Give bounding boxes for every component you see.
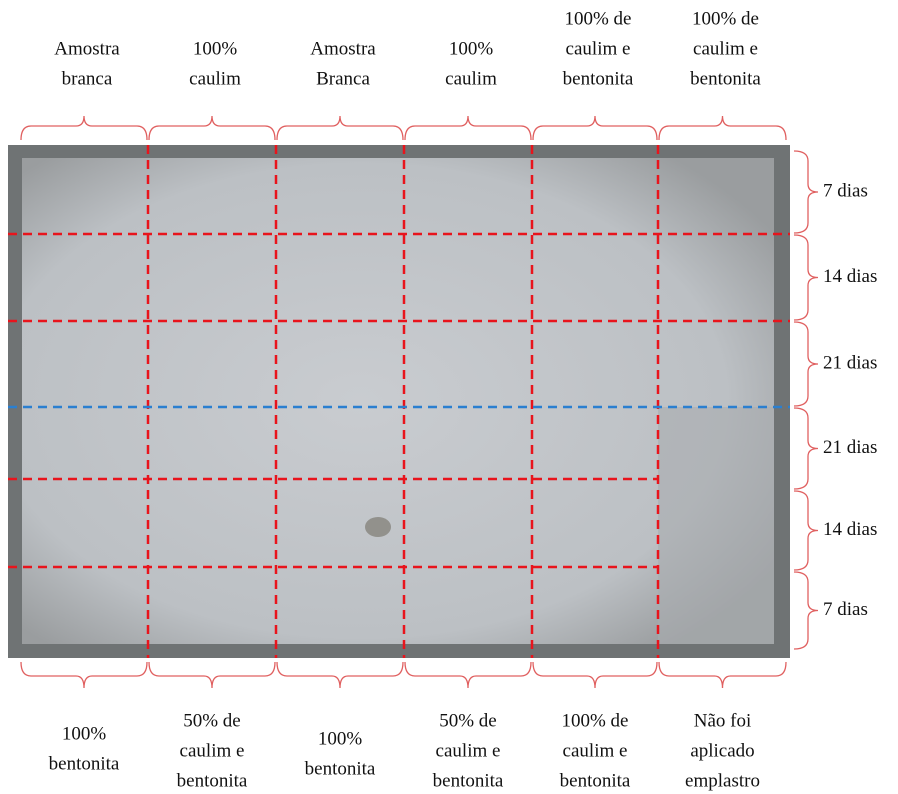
bottom-label: 50% de (183, 710, 241, 731)
bottom-label: aplicado (690, 740, 754, 761)
bottom-label: bentonita (560, 770, 631, 791)
brace (148, 661, 276, 689)
brace (148, 115, 276, 141)
top-label: Branca (316, 68, 370, 89)
top-label: 100% (193, 38, 238, 59)
top-label: 100% de (564, 8, 631, 29)
brace (532, 115, 658, 141)
brace (658, 115, 787, 141)
top-label: 100% (449, 38, 494, 59)
bottom-label: caulim e (180, 740, 245, 761)
bottom-label: 100% (318, 728, 363, 749)
brace (793, 234, 819, 321)
brace (276, 661, 404, 689)
brace (793, 150, 819, 234)
bottom-label: bentonita (433, 770, 504, 791)
top-label: Amostra (310, 38, 376, 59)
brace (404, 661, 532, 689)
top-label: caulim (445, 68, 497, 89)
top-label: bentonita (690, 68, 761, 89)
top-label: caulim e (693, 38, 758, 59)
right-label: 21 dias (823, 437, 877, 458)
right-label: 21 dias (823, 352, 877, 373)
bottom-label: bentonita (177, 770, 248, 791)
bottom-label: bentonita (305, 758, 376, 779)
brace (20, 115, 148, 141)
right-label: 14 dias (823, 519, 877, 540)
brace (658, 661, 787, 689)
bottom-label: 50% de (439, 710, 497, 731)
brace (793, 490, 819, 571)
brace (20, 661, 148, 689)
top-label: 100% de (692, 8, 759, 29)
brace (532, 661, 658, 689)
bottom-label: emplastro (685, 770, 760, 791)
brace (793, 571, 819, 650)
top-label: bentonita (563, 68, 634, 89)
bottom-label: Não foi (694, 710, 752, 731)
bottom-label: bentonita (49, 753, 120, 774)
brace (404, 115, 532, 141)
top-label: Amostra (54, 38, 120, 59)
right-label: 14 dias (823, 266, 877, 287)
right-label: 7 dias (823, 599, 868, 620)
bottom-label: caulim e (563, 740, 628, 761)
brace (276, 115, 404, 141)
bottom-label: 100% de (561, 710, 628, 731)
bottom-label: 100% (62, 723, 107, 744)
untreated-area (658, 407, 774, 644)
bottom-label: caulim e (436, 740, 501, 761)
brace (793, 407, 819, 490)
brace (793, 321, 819, 407)
right-label: 7 dias (823, 180, 868, 201)
stain (365, 517, 391, 537)
grid (8, 145, 790, 658)
top-label: caulim e (566, 38, 631, 59)
top-label: caulim (189, 68, 241, 89)
top-label: branca (62, 68, 113, 89)
